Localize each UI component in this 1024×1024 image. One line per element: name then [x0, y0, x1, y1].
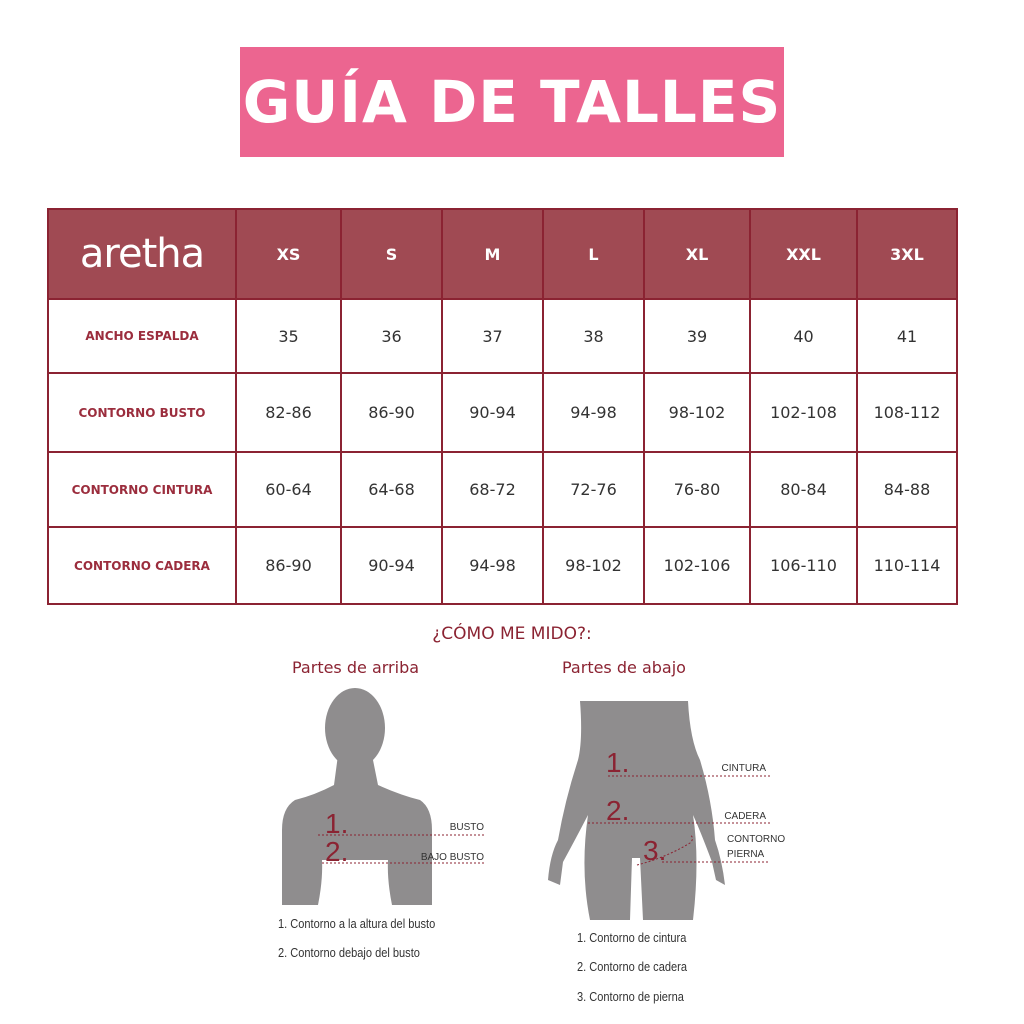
row-label: CONTORNO CADERA	[47, 526, 237, 605]
cell: 102-108	[749, 372, 858, 453]
table-row: CONTORNO CADERA 86-90 90-94 94-98 98-102…	[47, 526, 958, 605]
marker: 1.	[606, 747, 629, 778]
size-header: L	[542, 208, 645, 300]
cell: 35	[235, 298, 342, 374]
measure-label: PIERNA	[727, 849, 765, 860]
cell: 37	[441, 298, 544, 374]
cell: 90-94	[340, 526, 443, 605]
table-header-row: aretha XS S M L XL XXL 3XL	[47, 208, 958, 300]
lower-title: Partes de abajo	[562, 658, 686, 677]
measure-label: CADERA	[724, 811, 766, 822]
measure-label: CONTORNO	[727, 834, 785, 845]
lower-body-silhouette	[548, 701, 725, 920]
size-header: S	[340, 208, 443, 300]
cell: 94-98	[441, 526, 544, 605]
brand-text: aretha	[79, 231, 205, 277]
cell: 68-72	[441, 451, 544, 528]
row-label: CONTORNO CINTURA	[47, 451, 237, 528]
table-row: ANCHO ESPALDA 35 36 37 38 39 40 41	[47, 298, 958, 374]
marker: 1.	[325, 808, 348, 839]
caption: 1. Contorno de cintura	[577, 930, 687, 945]
row-label: CONTORNO BUSTO	[47, 372, 237, 453]
table-row: CONTORNO BUSTO 82-86 86-90 90-94 94-98 9…	[47, 372, 958, 453]
brand-logo: aretha	[47, 208, 237, 300]
cell: 108-112	[856, 372, 958, 453]
size-header: XL	[643, 208, 751, 300]
size-header: XXL	[749, 208, 858, 300]
cell: 84-88	[856, 451, 958, 528]
measure-label: CINTURA	[722, 763, 767, 774]
cell: 106-110	[749, 526, 858, 605]
table-row: CONTORNO CINTURA 60-64 64-68 68-72 72-76…	[47, 451, 958, 528]
page-title: GUÍA DE TALLES	[242, 68, 782, 136]
marker: 2.	[606, 795, 629, 826]
upper-body-silhouette	[282, 688, 432, 905]
lower-measure-lines	[588, 775, 770, 866]
size-header: XS	[235, 208, 342, 300]
cell: 41	[856, 298, 958, 374]
cell: 110-114	[856, 526, 958, 605]
cell: 76-80	[643, 451, 751, 528]
marker: 3.	[643, 835, 666, 866]
cell: 94-98	[542, 372, 645, 453]
cell: 36	[340, 298, 443, 374]
cell: 98-102	[643, 372, 751, 453]
cell: 82-86	[235, 372, 342, 453]
cell: 72-76	[542, 451, 645, 528]
cell: 80-84	[749, 451, 858, 528]
size-table: aretha XS S M L XL XXL 3XL ANCHO ESPALDA…	[47, 208, 958, 605]
cell: 64-68	[340, 451, 443, 528]
size-header: 3XL	[856, 208, 958, 300]
cell: 40	[749, 298, 858, 374]
measure-label: BAJO BUSTO	[421, 852, 484, 863]
cell: 86-90	[235, 526, 342, 605]
marker: 2.	[325, 836, 348, 867]
caption: 3. Contorno de pierna	[577, 989, 684, 1004]
caption: 1. Contorno a la altura del busto	[278, 916, 436, 931]
measure-label: BUSTO	[450, 822, 484, 833]
size-header: M	[441, 208, 544, 300]
cell: 102-106	[643, 526, 751, 605]
cell: 38	[542, 298, 645, 374]
cell: 98-102	[542, 526, 645, 605]
caption: 2. Contorno de cadera	[577, 959, 687, 974]
caption: 2. Contorno debajo del busto	[278, 945, 420, 960]
upper-measure-lines	[318, 834, 484, 864]
cell: 39	[643, 298, 751, 374]
upper-title: Partes de arriba	[292, 658, 420, 677]
cell: 86-90	[340, 372, 443, 453]
title-banner: GUÍA DE TALLES	[240, 47, 784, 157]
how-to-measure-heading: ¿CÓMO ME MIDO?:	[432, 624, 592, 644]
cell: 60-64	[235, 451, 342, 528]
cell: 90-94	[441, 372, 544, 453]
row-label: ANCHO ESPALDA	[47, 298, 237, 374]
